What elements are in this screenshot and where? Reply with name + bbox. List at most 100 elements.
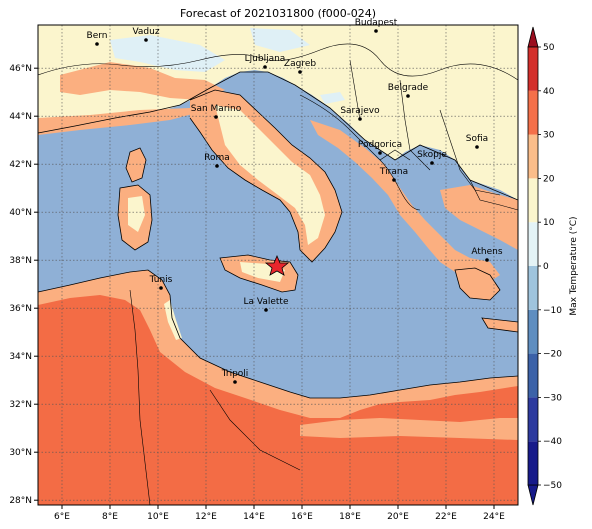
colorbar-tick-label: 10 [543,218,555,228]
colorbar-segment [528,178,538,223]
city-dot [264,308,268,312]
city-label: Tripoli [221,369,249,379]
mountain-cold [320,92,345,104]
colorbar-tick-label: 30 [543,131,555,141]
colorbar-tick-label: 40 [543,87,555,97]
coast-warm-west [38,108,200,135]
map-area [38,25,518,505]
city-dot [233,380,237,384]
city-label: Belgrade [388,83,429,93]
lat-tick-label: 38°N [9,256,32,266]
city-label: Roma [204,153,230,163]
city-label: Vaduz [132,27,159,37]
city-dot [406,94,410,98]
city-label: Sarajevo [340,106,380,116]
city-label: Podgorica [358,140,402,150]
greece-interior-warm [440,185,518,250]
lat-tick-label: 36°N [9,304,32,314]
map-title: Forecast of 2021031800 (f000-024) [179,7,377,20]
lat-tick-label: 46°N [9,64,32,74]
colorbar-segment [528,134,538,179]
lon-tick-label: 18°E [339,512,361,522]
coastlines [38,71,518,399]
graticule [38,25,518,505]
colorbar-max-extension [527,26,539,48]
city-dot [298,70,302,74]
colorbar-tick-label: −30 [543,393,562,403]
city-dot [378,151,382,155]
city-dot [159,286,163,290]
colorbar-segment [528,90,538,135]
country-borders [38,43,518,505]
lon-tick-label: 22°E [435,512,457,522]
alps-cold [110,35,225,72]
colorbar-segment [528,353,538,398]
lat-tick-label: 32°N [9,400,32,410]
colorbar-tick-label: −20 [543,350,562,360]
sardinia-interior [128,196,145,232]
city-dot [358,117,362,121]
colorbar-segment [528,309,538,354]
lon-tick-label: 16°E [291,512,313,522]
city-label: San Marino [191,104,242,114]
peloponnese [455,268,500,300]
colorbar-min-extension [527,484,539,506]
crete [482,318,518,332]
city-label: Sofia [466,134,488,144]
city-dot [374,29,378,33]
colorbar-segment [528,397,538,442]
city-label: Budapest [355,18,398,28]
colorbar: −50 −40 −30 −20 −10 0 10 20 30 40 50 [527,26,562,506]
axis-ticks: 6°E 8°E 10°E 12°E 14°E 16°E 18°E 20°E 22°E 24°E 46… [9,64,505,522]
lon-tick-label: 24°E [483,512,505,522]
lon-tick-label: 8°E [102,512,118,522]
city-dot [485,258,489,262]
city-dot [215,164,219,168]
city-label: Skopje [417,150,447,160]
city-label: Tirana [379,167,408,177]
desert-band [300,418,518,440]
map-frame [37,24,519,506]
city-dot [263,65,267,69]
lat-tick-label: 30°N [9,448,32,458]
colorbar-label: Max Temperature (°C) [569,216,579,315]
star-marker [264,254,290,276]
city-dot [430,161,434,165]
lon-tick-label: 14°E [243,512,265,522]
city-dot [392,178,396,182]
lat-tick-label: 44°N [9,112,32,122]
lat-tick-label: 34°N [9,352,32,362]
city-label: La Valette [244,297,289,307]
colorbar-tick-label: −50 [543,481,562,491]
colorbar-tick-label: 0 [543,262,549,272]
colorbar-tick-label: 50 [543,43,555,53]
italy-inland-mild [215,105,325,245]
colorbar-segment [528,266,538,310]
colorbar-segment [528,222,538,266]
city-label: Athens [471,247,502,257]
lat-tick-label: 40°N [9,208,32,218]
city-label: Zagreb [284,59,316,69]
balkan-coast-warm [310,120,500,285]
colorbar-segment [528,441,538,485]
colorbar-tick-label: 20 [543,174,555,184]
colorbar-segment [528,47,538,91]
colorbar-tick-label: −40 [543,437,562,447]
city-dot [95,42,99,46]
lon-tick-label: 12°E [195,512,217,522]
city-dot [475,145,479,149]
po-valley-warm [60,62,225,100]
city-dot [214,115,218,119]
city-label: Bern [87,31,108,41]
lon-tick-label: 6°E [54,512,70,522]
lat-tick-label: 42°N [9,160,32,170]
alps-cold-east [250,28,310,52]
city-dot [144,38,148,42]
lon-tick-label: 20°E [387,512,409,522]
city-label: Tunis [149,275,173,285]
land-north [38,25,518,200]
lon-tick-label: 10°E [147,512,169,522]
lat-tick-label: 28°N [9,496,32,506]
